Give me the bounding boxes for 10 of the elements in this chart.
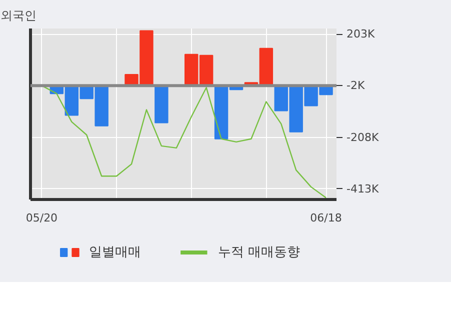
y-tick-label: 203K [346,28,376,41]
legend-label: 누적 매매동향 [218,245,300,260]
x-tick-label: 06/18 [310,212,342,224]
legend-label: 일별매매 [88,245,141,260]
y-tick-label: -208K [346,130,380,144]
chart-title: 외국인 [0,8,36,22]
y-tick-label: -2K [346,79,366,92]
y-tick-label: -413K [346,182,380,196]
line-series [41,84,327,198]
x-tick-label: 05/20 [26,212,58,224]
